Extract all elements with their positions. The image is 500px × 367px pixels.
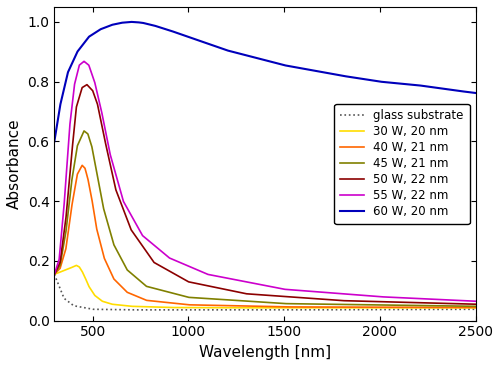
30 W, 20 nm xyxy=(224,306,230,310)
40 W, 21 nm xyxy=(100,250,105,254)
40 W, 21 nm xyxy=(213,303,219,308)
50 W, 22 nm xyxy=(213,286,219,290)
30 W, 20 nm xyxy=(419,306,425,310)
glass substrate xyxy=(464,307,470,312)
55 W, 22 nm xyxy=(232,277,237,282)
40 W, 21 nm xyxy=(472,305,478,310)
Line: 60 W, 20 nm: 60 W, 20 nm xyxy=(54,22,476,141)
45 W, 21 nm xyxy=(213,297,219,301)
55 W, 22 nm xyxy=(472,299,478,304)
40 W, 21 nm xyxy=(232,304,237,308)
Legend: glass substrate, 30 W, 20 nm, 40 W, 21 nm, 45 W, 21 nm, 50 W, 22 nm, 55 W, 22 nm: glass substrate, 30 W, 20 nm, 40 W, 21 n… xyxy=(334,103,469,224)
50 W, 22 nm xyxy=(419,301,425,305)
30 W, 20 nm xyxy=(100,299,105,304)
40 W, 21 nm xyxy=(52,272,58,276)
60 W, 20 nm xyxy=(100,26,105,31)
50 W, 22 nm xyxy=(232,289,237,294)
X-axis label: Wavelength [nm]: Wavelength [nm] xyxy=(199,345,331,360)
55 W, 22 nm xyxy=(81,59,87,63)
55 W, 22 nm xyxy=(419,297,425,301)
45 W, 21 nm xyxy=(100,201,105,206)
40 W, 21 nm xyxy=(79,163,85,168)
Line: glass substrate: glass substrate xyxy=(54,274,476,310)
Line: 55 W, 22 nm: 55 W, 22 nm xyxy=(54,61,476,301)
60 W, 20 nm xyxy=(213,44,219,49)
40 W, 21 nm xyxy=(124,290,130,295)
30 W, 20 nm xyxy=(52,272,58,276)
50 W, 22 nm xyxy=(472,302,478,306)
45 W, 21 nm xyxy=(52,272,58,276)
glass substrate xyxy=(52,272,58,276)
50 W, 22 nm xyxy=(52,272,58,276)
Line: 50 W, 22 nm: 50 W, 22 nm xyxy=(54,85,476,304)
30 W, 20 nm xyxy=(124,304,130,308)
30 W, 20 nm xyxy=(464,306,470,310)
45 W, 21 nm xyxy=(472,304,478,309)
glass substrate xyxy=(472,307,478,312)
30 W, 20 nm xyxy=(74,263,80,268)
45 W, 21 nm xyxy=(232,298,237,302)
45 W, 21 nm xyxy=(464,304,470,308)
60 W, 20 nm xyxy=(472,91,478,95)
30 W, 20 nm xyxy=(232,306,237,310)
40 W, 21 nm xyxy=(464,305,470,310)
55 W, 22 nm xyxy=(52,272,58,276)
55 W, 22 nm xyxy=(464,299,470,303)
55 W, 22 nm xyxy=(124,207,130,211)
Line: 40 W, 21 nm: 40 W, 21 nm xyxy=(54,166,476,308)
50 W, 22 nm xyxy=(124,218,130,223)
glass substrate xyxy=(100,307,105,312)
glass substrate xyxy=(419,307,425,312)
55 W, 22 nm xyxy=(100,114,105,119)
60 W, 20 nm xyxy=(232,50,237,54)
45 W, 21 nm xyxy=(81,129,87,133)
glass substrate xyxy=(232,308,237,312)
50 W, 22 nm xyxy=(84,83,90,87)
60 W, 20 nm xyxy=(128,20,134,24)
Line: 30 W, 20 nm: 30 W, 20 nm xyxy=(54,265,476,308)
Y-axis label: Absorbance: Absorbance xyxy=(7,119,22,209)
60 W, 20 nm xyxy=(419,84,425,88)
glass substrate xyxy=(213,308,219,312)
40 W, 21 nm xyxy=(419,305,425,309)
60 W, 20 nm xyxy=(464,90,470,94)
30 W, 20 nm xyxy=(472,306,478,310)
45 W, 21 nm xyxy=(419,304,425,308)
60 W, 20 nm xyxy=(124,20,130,25)
Line: 45 W, 21 nm: 45 W, 21 nm xyxy=(54,131,476,306)
60 W, 20 nm xyxy=(52,139,58,143)
50 W, 22 nm xyxy=(464,302,470,306)
50 W, 22 nm xyxy=(100,127,105,131)
45 W, 21 nm xyxy=(124,268,130,272)
30 W, 20 nm xyxy=(213,306,219,310)
glass substrate xyxy=(124,308,130,312)
glass substrate xyxy=(128,308,134,312)
55 W, 22 nm xyxy=(213,274,219,278)
